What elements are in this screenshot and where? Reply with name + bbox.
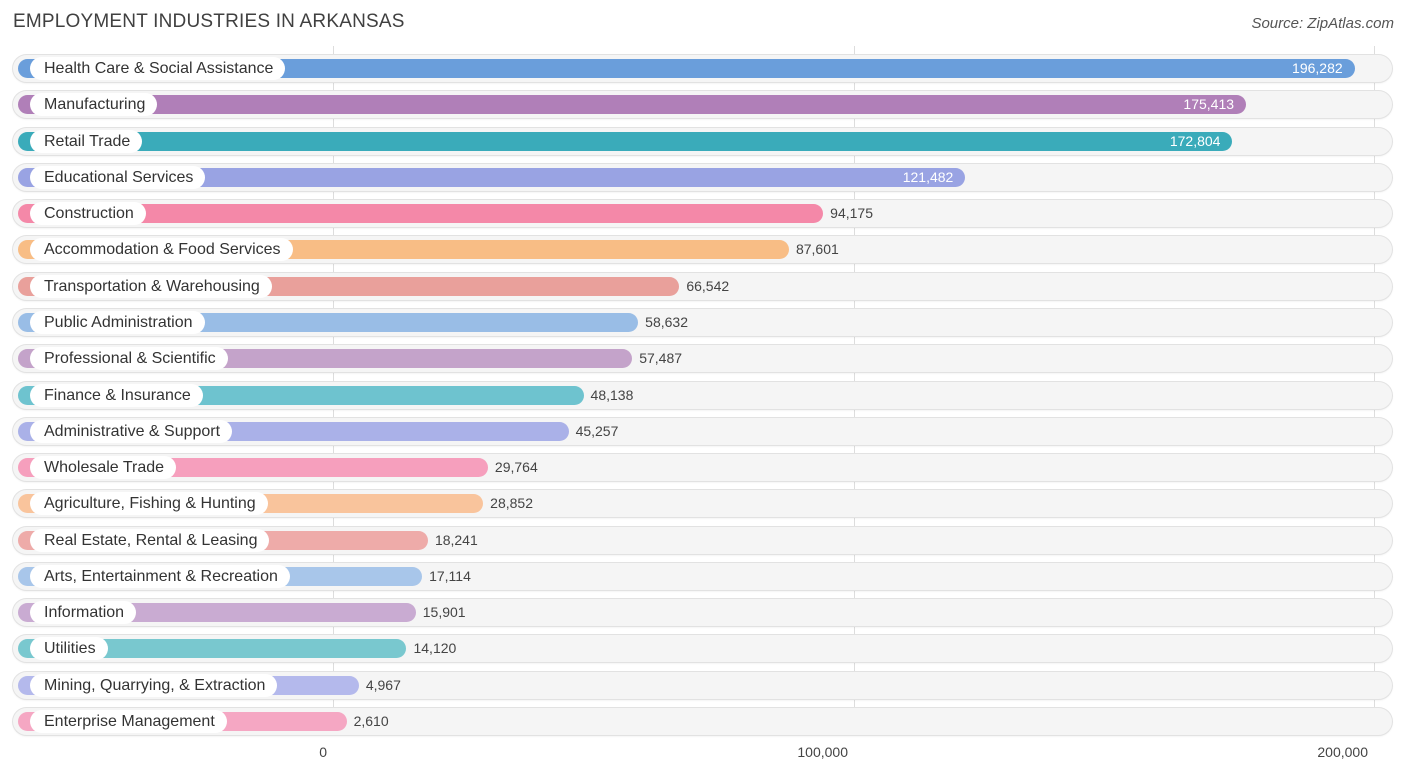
value-label: 121,482 (902, 168, 954, 185)
category-label: Educational Services (30, 165, 206, 189)
category-label: Health Care & Social Assistance (30, 57, 286, 80)
value-label: 15,901 (422, 604, 466, 621)
value-label: 48,138 (590, 386, 634, 403)
value-label: 2,610 (353, 713, 389, 730)
category-label: Wholesale Trade (30, 456, 177, 480)
category-label: Retail Trade (30, 129, 143, 153)
source-note: Source: ZipAtlas.com (1251, 15, 1394, 32)
category-label: Administrative & Support (30, 419, 233, 443)
category-label: Accommodation & Food Services (30, 238, 293, 262)
value-label: 29,764 (494, 459, 538, 476)
bar (18, 95, 1247, 115)
category-label: Construction (30, 202, 146, 226)
bar (18, 131, 1233, 151)
value-label: 4,967 (365, 676, 401, 693)
value-label: 58,632 (645, 313, 688, 330)
value-label: 196,282 (1292, 60, 1343, 76)
bar (18, 639, 407, 659)
chart-title: EMPLOYMENT INDUSTRIES IN ARKANSAS (13, 11, 405, 32)
value-label: 175,413 (1183, 96, 1235, 113)
category-label: Information (30, 601, 137, 625)
category-label: Manufacturing (30, 93, 158, 117)
value-label: 87,601 (795, 241, 839, 258)
x-tick-label: 100,000 (797, 744, 848, 760)
category-label: Professional & Scientific (30, 347, 228, 371)
x-tick-label: 0 (319, 744, 327, 760)
category-label: Enterprise Management (30, 710, 227, 734)
category-label: Arts, Entertainment & Recreation (30, 564, 290, 588)
category-label: Real Estate, Rental & Leasing (30, 528, 270, 552)
category-label: Utilities (30, 637, 108, 661)
x-tick-label: 200,000 (1317, 744, 1368, 760)
bar (18, 59, 1355, 78)
value-label: 17,114 (429, 567, 471, 584)
value-label: 18,241 (434, 531, 478, 548)
category-label: Mining, Quarrying, & Extraction (30, 673, 278, 697)
bar (18, 204, 824, 224)
bar (18, 167, 966, 187)
category-label: Agriculture, Fishing & Hunting (30, 492, 268, 516)
value-label: 45,257 (575, 422, 619, 439)
value-label: 66,542 (686, 277, 730, 294)
value-label: 14,120 (413, 640, 457, 657)
category-label: Transportation & Warehousing (30, 274, 272, 298)
value-label: 57,487 (639, 350, 683, 367)
value-label: 172,804 (1169, 132, 1221, 149)
category-label: Finance & Insurance (30, 383, 203, 407)
value-label: 28,852 (490, 495, 533, 512)
value-label: 94,175 (830, 205, 873, 222)
category-label: Public Administration (30, 310, 205, 334)
